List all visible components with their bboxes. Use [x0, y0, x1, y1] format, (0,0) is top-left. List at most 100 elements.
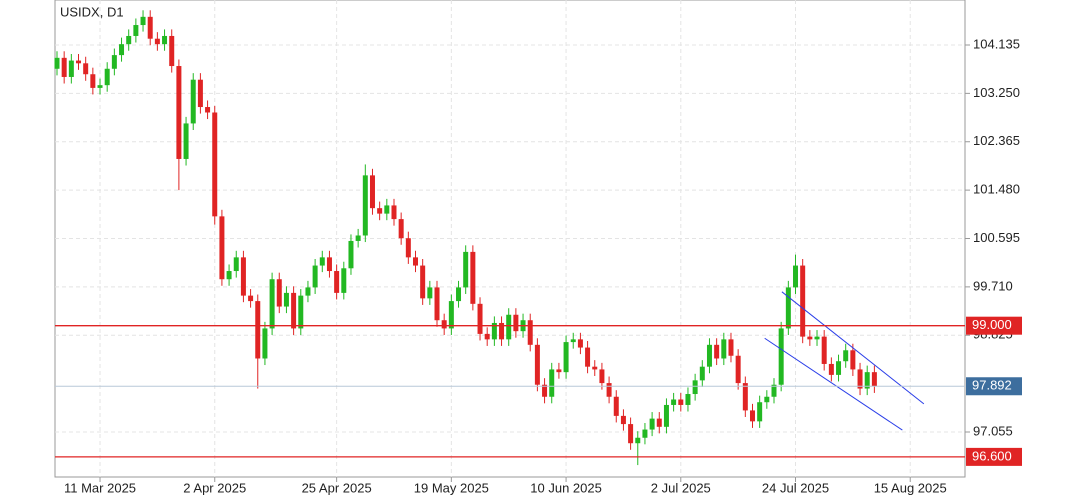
level-line-label: 96.600: [972, 448, 1012, 463]
level-line-label: 99.000: [972, 317, 1012, 332]
candle-body: [663, 404, 669, 427]
y-tick-label: 103.250: [973, 85, 1020, 100]
candle-body: [76, 60, 82, 64]
candle-body: [857, 369, 863, 389]
candle-body: [549, 369, 555, 397]
candle-body: [398, 219, 404, 239]
candle-body: [771, 384, 777, 397]
candle-body: [499, 322, 505, 340]
candle-body: [276, 279, 282, 307]
candle-body: [613, 396, 619, 416]
level-line-box: [966, 447, 1022, 466]
candle-body: [269, 279, 275, 329]
candle-body: [190, 79, 196, 124]
candle-body: [248, 295, 254, 302]
candle-body: [126, 35, 132, 45]
candle-body: [219, 216, 225, 280]
candle-body: [706, 344, 712, 367]
candle-body: [255, 301, 261, 359]
candle-body: [291, 292, 297, 329]
candle-body: [699, 366, 705, 381]
candle-body: [470, 251, 476, 304]
x-tick-label: 24 Jul 2025: [762, 480, 829, 495]
candle-body: [147, 16, 153, 39]
candle-body: [162, 35, 168, 45]
candle-body: [671, 399, 677, 405]
candle-body: [800, 265, 806, 337]
x-tick-label: 15 Aug 2025: [874, 480, 947, 495]
candle-body: [714, 344, 720, 359]
candle-body: [606, 383, 612, 397]
candle-body: [599, 369, 605, 384]
candle-body: [341, 268, 347, 293]
candle-body: [534, 344, 540, 385]
candle-body: [133, 25, 139, 36]
candle-body: [721, 339, 727, 359]
candle-body: [778, 328, 784, 385]
candle-body: [212, 112, 218, 217]
candle-body: [384, 205, 390, 214]
candle-body: [656, 418, 662, 427]
candle-body: [692, 380, 698, 395]
candle-body: [728, 339, 734, 356]
candle-body: [749, 410, 755, 422]
candle-body: [334, 271, 340, 293]
candle-body: [183, 123, 189, 159]
candle-body: [298, 295, 304, 329]
y-tick-label: 104.135: [973, 36, 1020, 51]
candle-body: [570, 339, 576, 343]
candle-body: [369, 175, 375, 209]
candle-body: [448, 301, 454, 329]
candle-body: [556, 369, 562, 373]
candle-body: [348, 240, 354, 269]
candle-body: [628, 424, 634, 444]
candle-body: [441, 320, 447, 329]
candle-body: [463, 251, 469, 288]
candle-body: [807, 336, 813, 340]
candle-body: [864, 372, 870, 389]
candle-body: [850, 350, 856, 370]
x-tick-label: 25 Apr 2025: [302, 480, 372, 495]
candle-body: [484, 333, 490, 340]
x-tick-label: 2 Jul 2025: [651, 480, 711, 495]
candle-body: [685, 394, 691, 405]
candle-body: [620, 415, 626, 425]
current-price-box: [966, 377, 1022, 396]
candle-body: [119, 44, 125, 56]
candle-body: [592, 366, 598, 370]
candle-body: [111, 55, 117, 69]
candle-body: [319, 257, 325, 266]
y-tick-label: 101.480: [973, 182, 1020, 197]
candle-body: [642, 429, 648, 438]
candle-body: [97, 85, 103, 88]
x-tick-label: 11 Mar 2025: [64, 480, 136, 495]
x-tick-label: 2 Apr 2025: [183, 480, 246, 495]
candle-body: [742, 383, 748, 411]
candle-body: [678, 399, 684, 405]
candle-body: [391, 205, 397, 220]
candle-body: [140, 16, 146, 26]
candle-body: [434, 287, 440, 321]
candle-body: [814, 336, 820, 340]
candle-body: [420, 265, 426, 299]
x-tick-label: 19 May 2025: [414, 480, 489, 495]
x-tick-label: 10 Jun 2025: [530, 480, 602, 495]
candle-body: [506, 314, 512, 340]
candle-body: [54, 57, 60, 69]
candle-body: [527, 320, 533, 345]
candle-body: [491, 322, 497, 340]
candle-body: [577, 339, 583, 348]
candle-body: [312, 265, 318, 288]
candle-body: [764, 396, 770, 403]
candle-body: [542, 384, 548, 397]
candle-body: [90, 74, 96, 88]
candle-body: [205, 107, 211, 113]
candle-body: [226, 271, 232, 280]
candle-body: [793, 265, 799, 288]
y-tick-label: 102.365: [973, 133, 1020, 148]
candle-body: [240, 257, 246, 296]
candle-body: [513, 314, 519, 332]
candle-body: [649, 418, 655, 430]
chart-title: USIDX, D1: [60, 4, 124, 19]
